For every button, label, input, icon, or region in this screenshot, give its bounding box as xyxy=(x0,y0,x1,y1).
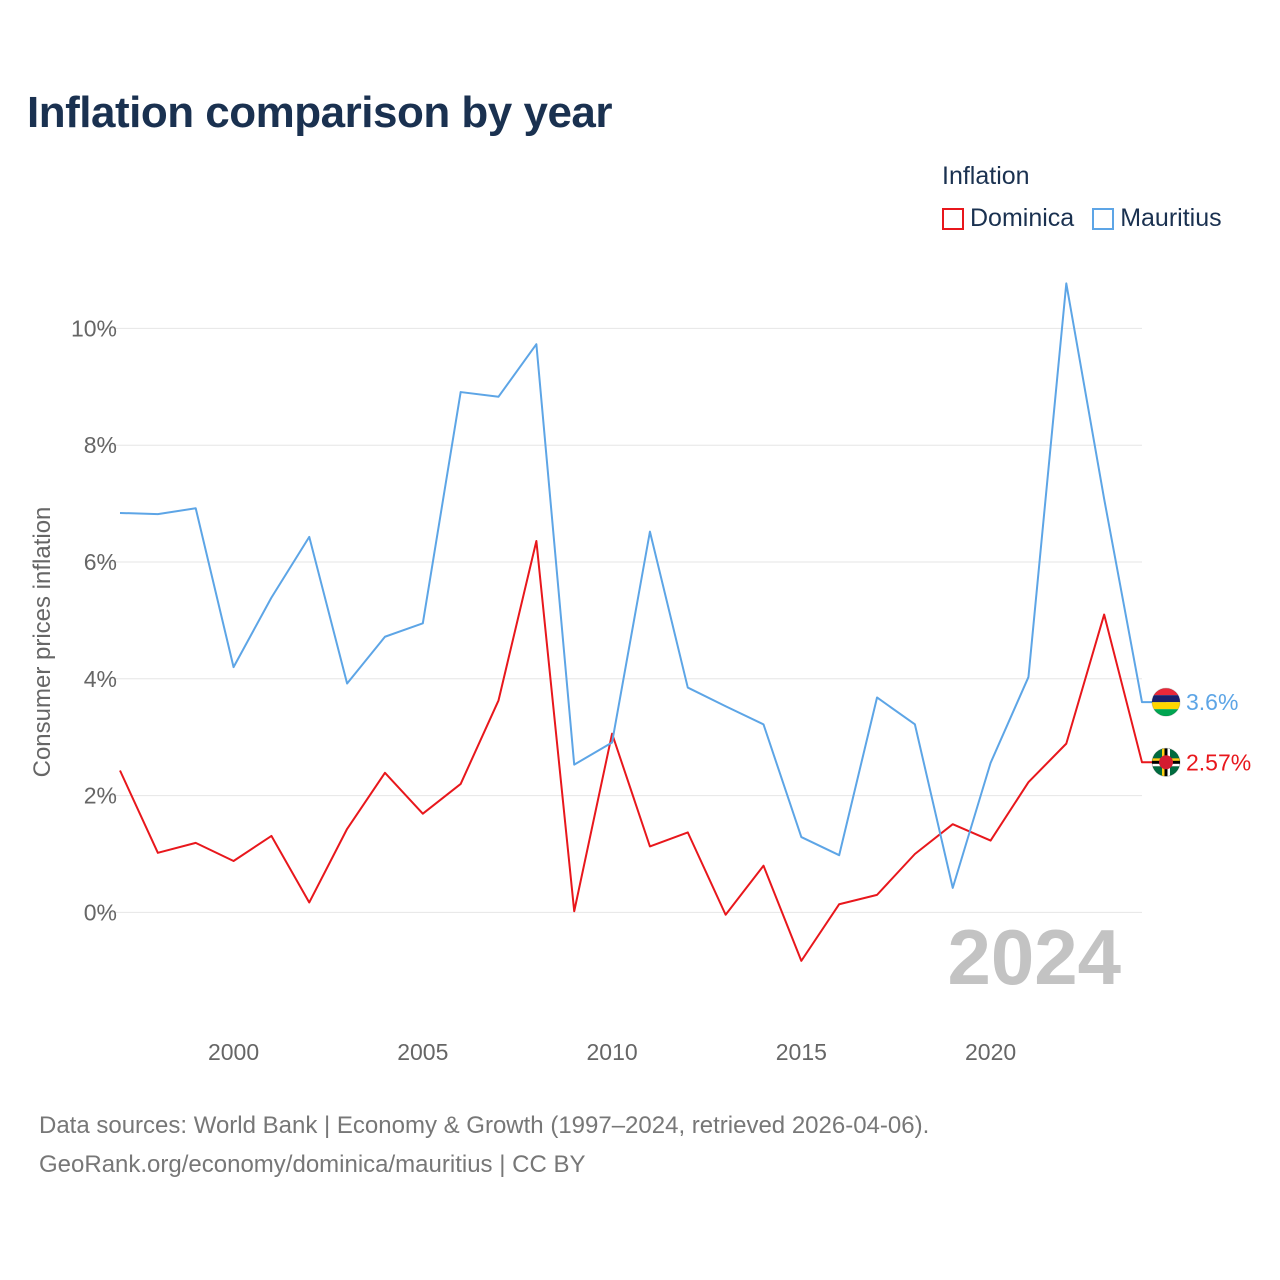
x-tick-label: 2005 xyxy=(397,1039,448,1065)
series-line-dominica[interactable] xyxy=(119,539,1166,962)
x-tick-label: 2020 xyxy=(965,1039,1016,1065)
chart-title: Inflation comparison by year xyxy=(27,88,613,137)
x-tick-label: 2015 xyxy=(776,1039,827,1065)
end-value-label-dominica: 2.57% xyxy=(1186,749,1251,775)
y-tick-label: 0% xyxy=(84,899,117,925)
data-source-text: Data sources: World Bank | Economy & Gro… xyxy=(39,1112,930,1139)
legend-label-dominica: Dominica xyxy=(970,204,1075,232)
legend-label-mauritius: Mauritius xyxy=(1120,204,1222,232)
series-lines xyxy=(119,282,1166,962)
mauritius-flag-icon xyxy=(1151,687,1181,717)
legend-item-mauritius[interactable]: Mauritius xyxy=(1092,204,1222,233)
y-tick-label: 10% xyxy=(71,315,117,341)
y-axis-ticks: 0% 2% 4% 6% 8% 10% xyxy=(71,315,117,925)
series-line-mauritius[interactable] xyxy=(119,282,1166,889)
dominica-flag-icon xyxy=(1151,747,1181,777)
y-tick-label: 6% xyxy=(84,549,117,575)
attribution-link[interactable]: GeoRank.org/economy/dominica/mauritius |… xyxy=(39,1151,586,1178)
y-tick-label: 8% xyxy=(84,432,117,458)
x-tick-label: 2000 xyxy=(208,1039,259,1065)
footer: Data sources: World Bank | Economy & Gro… xyxy=(39,1106,929,1184)
legend-title: Inflation xyxy=(942,162,1030,190)
legend-swatch-dominica xyxy=(942,207,964,230)
legend: Dominica Mauritius xyxy=(942,204,1222,233)
legend-swatch-mauritius xyxy=(1092,207,1115,230)
x-axis-ticks: 2000 2005 2010 2015 2020 xyxy=(208,1039,1016,1065)
end-value-label-mauritius: 3.6% xyxy=(1186,689,1238,715)
legend-item-dominica[interactable]: Dominica xyxy=(942,204,1074,233)
y-tick-label: 2% xyxy=(84,783,117,809)
x-tick-label: 2010 xyxy=(586,1039,637,1065)
end-markers: 2.57% 3.6% xyxy=(1151,687,1251,777)
y-axis-label: Consumer prices inflation xyxy=(29,507,56,778)
y-tick-label: 4% xyxy=(84,666,117,692)
year-watermark: 2024 xyxy=(947,913,1121,1001)
grid-lines xyxy=(98,327,1142,913)
